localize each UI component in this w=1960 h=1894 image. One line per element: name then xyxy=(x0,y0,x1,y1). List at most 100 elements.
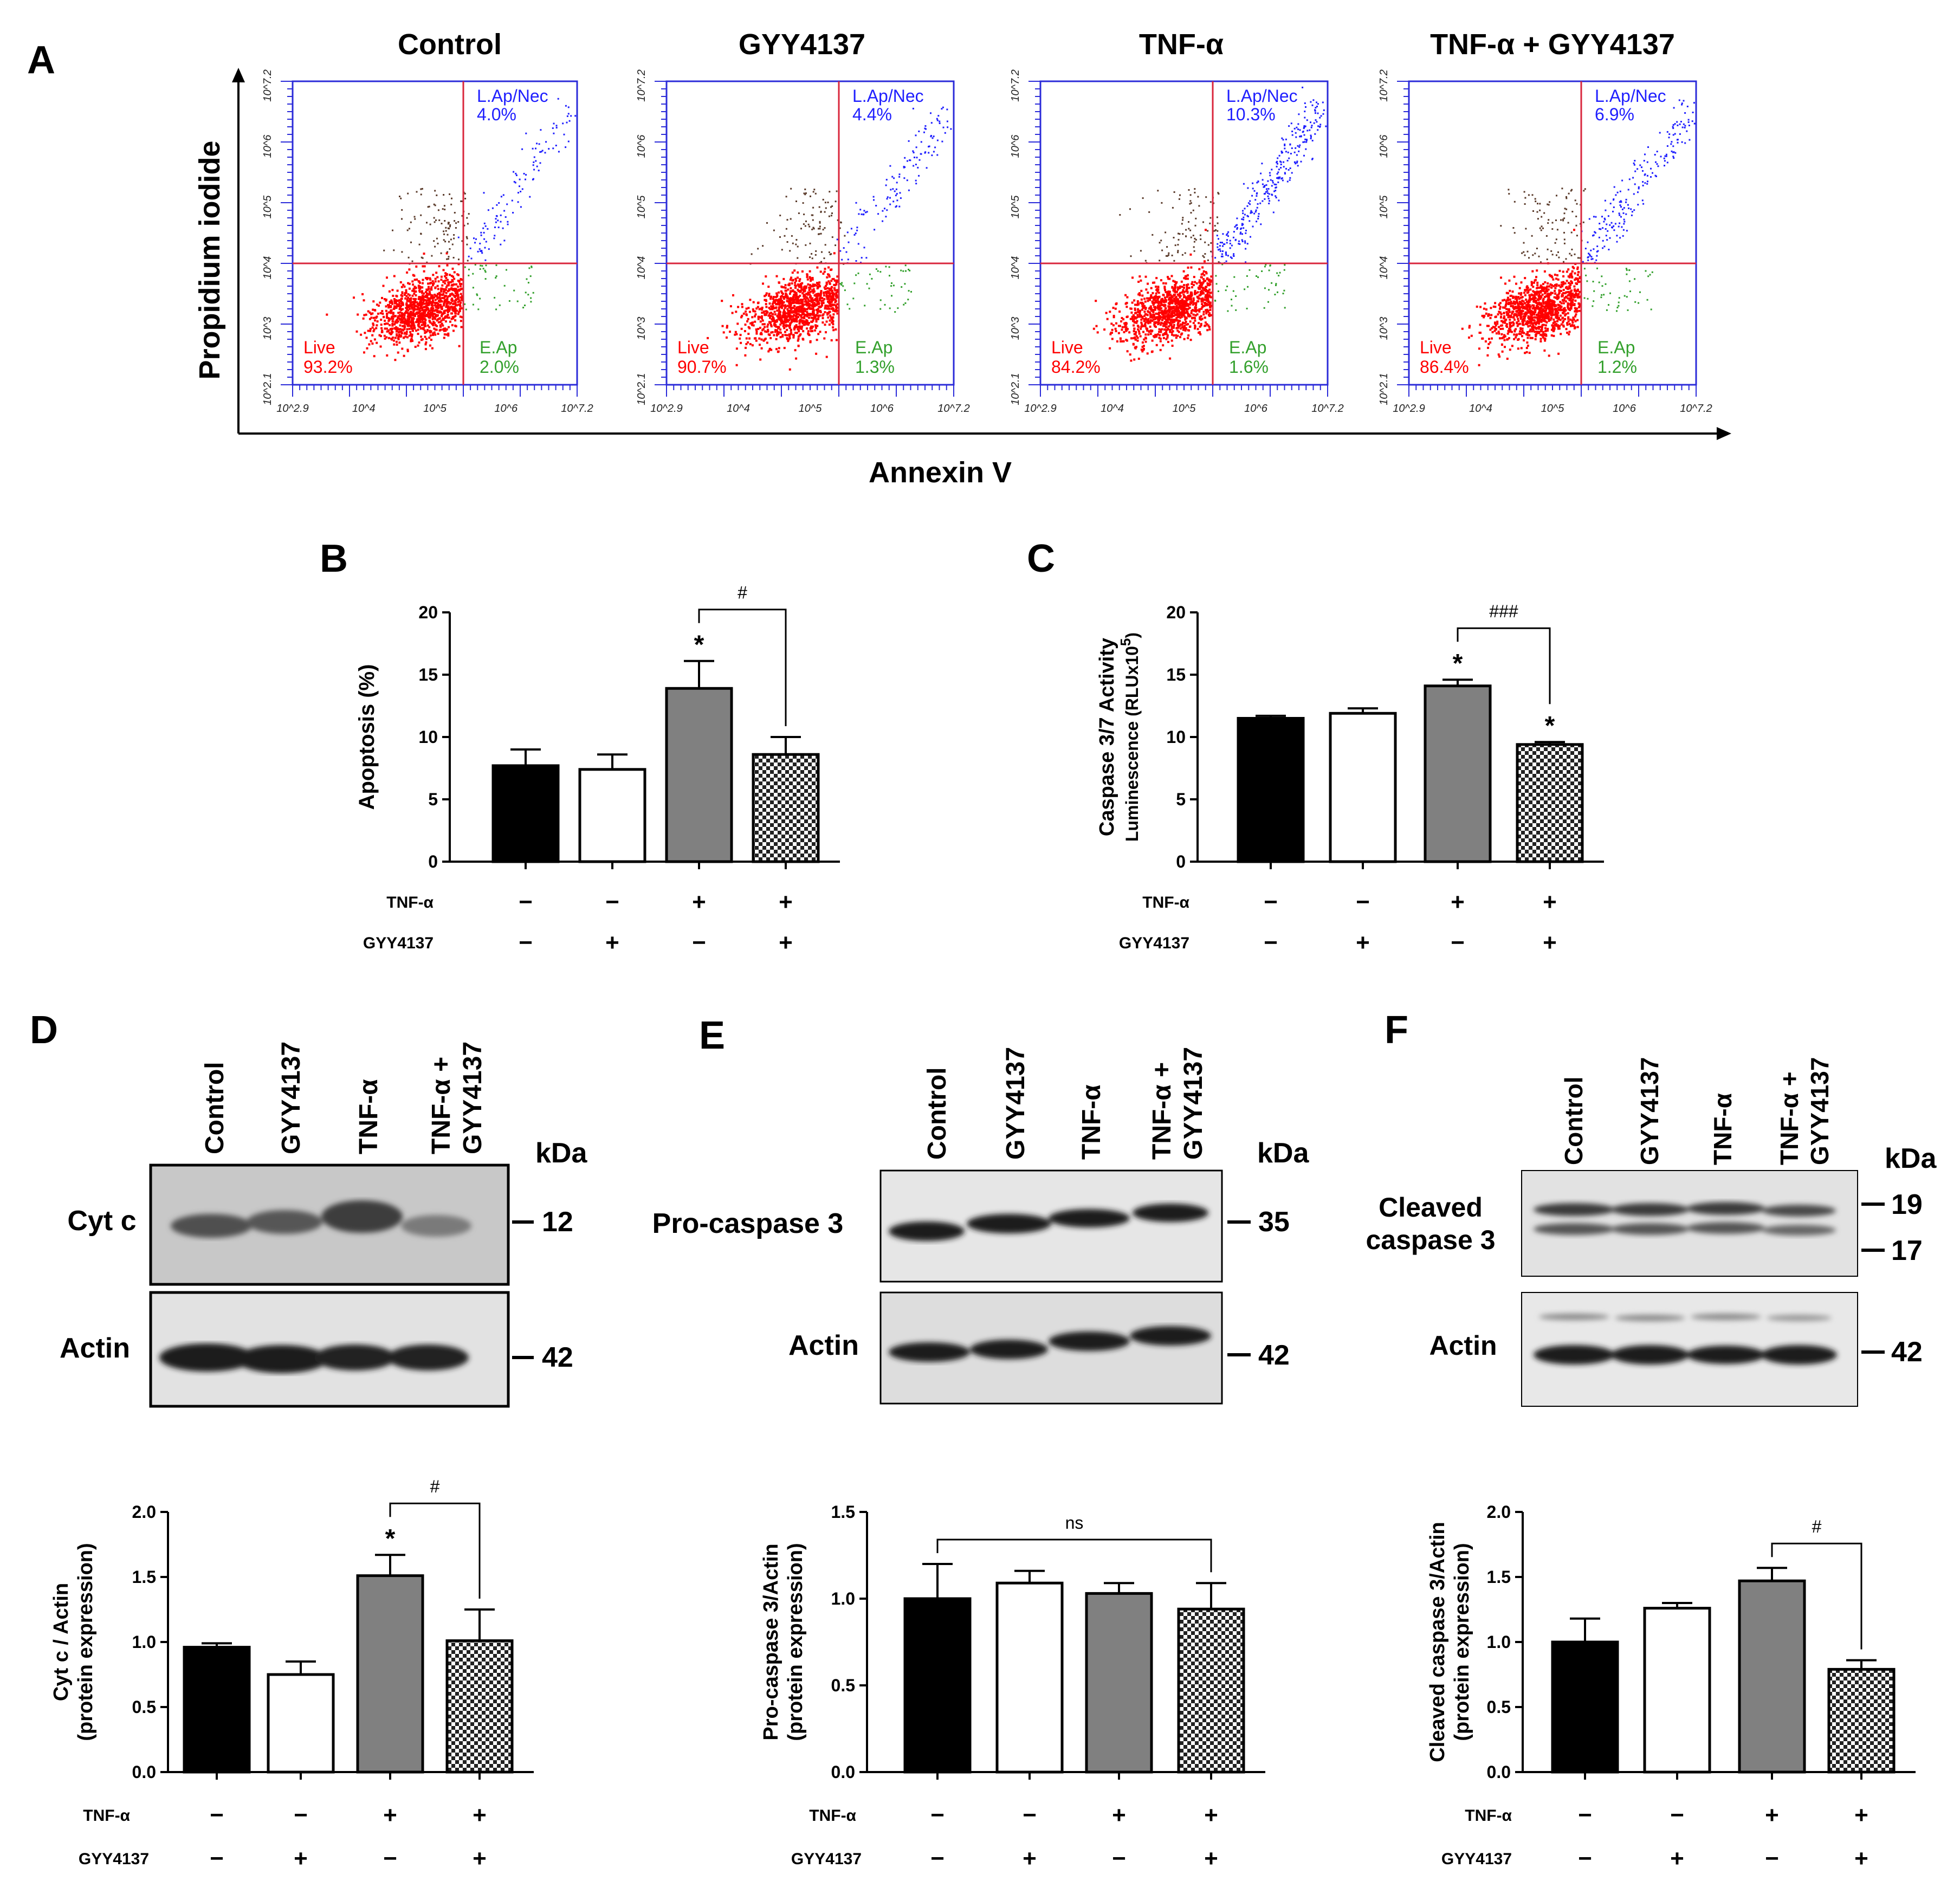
flow-live-dot xyxy=(405,307,407,309)
flow-live-dot xyxy=(809,327,812,329)
flow-live-dot xyxy=(836,306,838,309)
flow-live-dot xyxy=(786,295,789,298)
flow-live-dot xyxy=(1489,341,1492,344)
flow-live-dot xyxy=(775,292,778,295)
flow-live-dot xyxy=(1121,340,1124,342)
flow-live-dot xyxy=(1547,299,1549,301)
flow-y-tick-label: 10^6 xyxy=(1378,134,1390,158)
flow-live-dot xyxy=(438,318,441,320)
flow-live-dot xyxy=(424,306,426,308)
flow-live-dot xyxy=(1178,331,1180,333)
flow-live-dot xyxy=(803,295,805,298)
flow-live-dot xyxy=(802,289,805,292)
flow-debris-dot xyxy=(443,230,444,232)
flow-lap-dot xyxy=(532,147,534,150)
flow-plot-3: TNF-α10^2.110^310^410^510^610^7.210^2.9 1… xyxy=(1010,28,1344,415)
flow-live-dot xyxy=(1158,337,1161,339)
flow-live-dot xyxy=(1170,315,1173,318)
flow-live-dot xyxy=(1205,271,1207,274)
flow-live-dot xyxy=(797,288,799,291)
flow-live-dot xyxy=(453,315,456,318)
flow-x-tick-label: 10^7.2 xyxy=(1680,403,1712,415)
flow-live-dot xyxy=(1134,347,1137,350)
flow-debris-dot xyxy=(1178,232,1179,235)
flow-lap-dot xyxy=(552,127,554,129)
flow-lap-dot xyxy=(500,221,502,223)
flow-lap-dot xyxy=(1282,139,1284,141)
flow-live-dot xyxy=(1109,333,1112,335)
flow-live-dot xyxy=(1160,298,1163,301)
flow-lap-dot xyxy=(1253,212,1256,215)
flow-debris-dot xyxy=(461,200,463,202)
flow-live-dot xyxy=(771,318,773,321)
flow-live-dot xyxy=(1196,309,1199,312)
flow-debris-dot xyxy=(1190,236,1192,238)
flow-lap-dot xyxy=(1295,132,1297,134)
flow-debris-dot xyxy=(1177,251,1179,254)
flow-live-dot xyxy=(406,321,408,324)
flow-live-dot xyxy=(1575,292,1577,295)
flow-live-dot xyxy=(1209,296,1212,299)
flow-lap-dot xyxy=(920,153,922,155)
flow-live-dot xyxy=(430,313,432,316)
flow-live-dot xyxy=(790,276,793,279)
flow-debris-dot xyxy=(426,261,428,263)
flow-live-dot xyxy=(1201,290,1204,293)
flow-live-dot xyxy=(1164,289,1167,292)
flow-lap-dot xyxy=(1229,240,1231,242)
flow-live-dot xyxy=(410,299,412,302)
flow-live-dot xyxy=(422,314,425,317)
flow-live-dot xyxy=(1167,328,1170,331)
flow-live-dot xyxy=(794,284,797,287)
flow-lap-dot xyxy=(1250,210,1252,212)
flow-live-dot xyxy=(798,329,800,332)
flow-eap-dot xyxy=(875,268,877,270)
flow-lap-dot xyxy=(484,247,486,249)
flow-debris-dot xyxy=(1173,191,1175,193)
flow-debris-dot xyxy=(434,190,436,192)
flow-live-dot xyxy=(444,315,447,318)
flow-lap-dot xyxy=(1243,216,1245,218)
flow-live-dot xyxy=(452,283,455,286)
flow-debris-dot xyxy=(831,205,833,207)
flow-live-dot xyxy=(1184,275,1187,278)
flow-live-dot xyxy=(411,280,414,283)
flow-lap-dot xyxy=(1217,243,1219,245)
flow-live-dot xyxy=(819,309,821,312)
flow-live-dot xyxy=(1156,290,1159,293)
flow-live-dot xyxy=(1146,319,1149,321)
flow-live-dot xyxy=(835,300,837,302)
flow-live-dot xyxy=(1141,294,1144,297)
flow-live-dot xyxy=(829,314,832,317)
flow-live-dot xyxy=(1133,358,1136,361)
flow-lap-dot xyxy=(496,204,498,206)
flow-live-dot xyxy=(806,327,808,330)
flow-live-dot xyxy=(1557,304,1560,307)
flow-lap-dot xyxy=(494,227,496,228)
flow-live-dot xyxy=(415,290,417,293)
flow-live-dot xyxy=(371,312,374,315)
flow-eap-dot xyxy=(531,266,533,268)
flow-live-dot xyxy=(1159,338,1162,340)
flow-live-dot xyxy=(1176,319,1179,322)
flow-live-dot xyxy=(1095,325,1098,327)
flow-live-dot xyxy=(1125,329,1128,332)
flow-eap-dot xyxy=(525,292,527,294)
flow-live-dot xyxy=(827,266,830,269)
flow-live-dot xyxy=(801,325,804,328)
flow-lap-dot xyxy=(1276,177,1278,179)
flow-live-dot xyxy=(406,328,409,331)
flow-eap-dot xyxy=(480,264,482,267)
flow-eap-dot xyxy=(840,284,843,286)
flow-live-dot xyxy=(729,305,732,308)
flow-debris-dot xyxy=(835,201,837,203)
flow-eap-dot xyxy=(1275,283,1277,285)
flow-live-dot xyxy=(815,308,818,311)
flow-live-dot xyxy=(1162,337,1165,339)
flow-eap-dot xyxy=(522,307,525,309)
flow-live-dot xyxy=(406,348,409,351)
flow-live-dot xyxy=(390,332,393,334)
flow-lap-dot xyxy=(566,121,568,124)
flow-live-dot xyxy=(820,300,823,302)
flow-lap-dot xyxy=(1238,240,1240,242)
